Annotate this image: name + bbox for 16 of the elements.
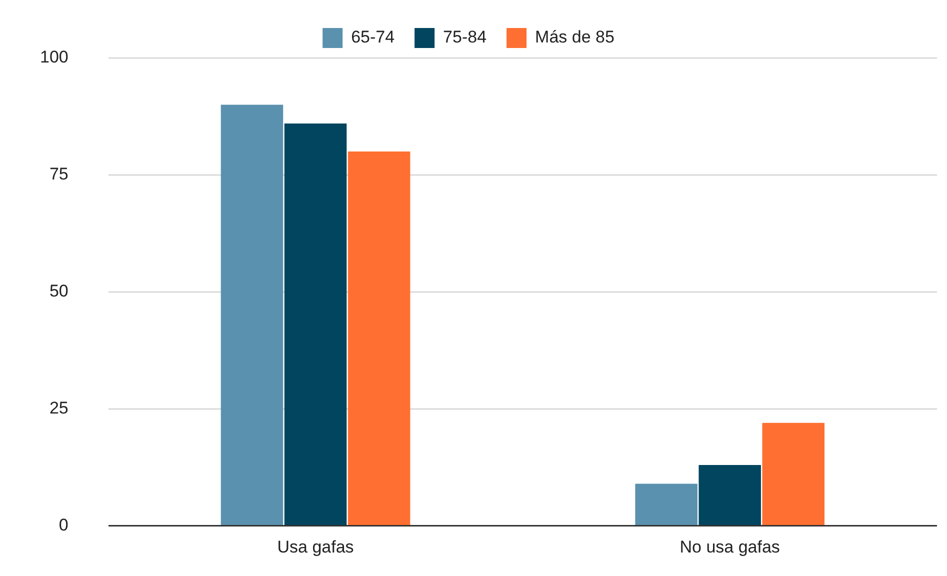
bar: [220, 104, 284, 526]
bar: [635, 484, 698, 526]
y-tick-label: 50: [49, 282, 68, 301]
bar: [284, 123, 347, 526]
legend-label: 75-84: [443, 28, 487, 47]
x-tick-label: Usa gafas: [277, 538, 354, 557]
y-tick-label: 25: [49, 398, 68, 418]
y-tick-label: 100: [40, 48, 68, 67]
y-tick-label: 75: [49, 164, 68, 184]
y-tick-label: 0: [58, 515, 68, 534]
legend-label: 65-74: [351, 28, 395, 47]
legend-label: Más de 85: [535, 28, 614, 47]
bar: [348, 152, 410, 526]
bar: [762, 422, 824, 526]
x-tick-label: No usa gafas: [680, 538, 780, 557]
bar: [698, 464, 761, 526]
